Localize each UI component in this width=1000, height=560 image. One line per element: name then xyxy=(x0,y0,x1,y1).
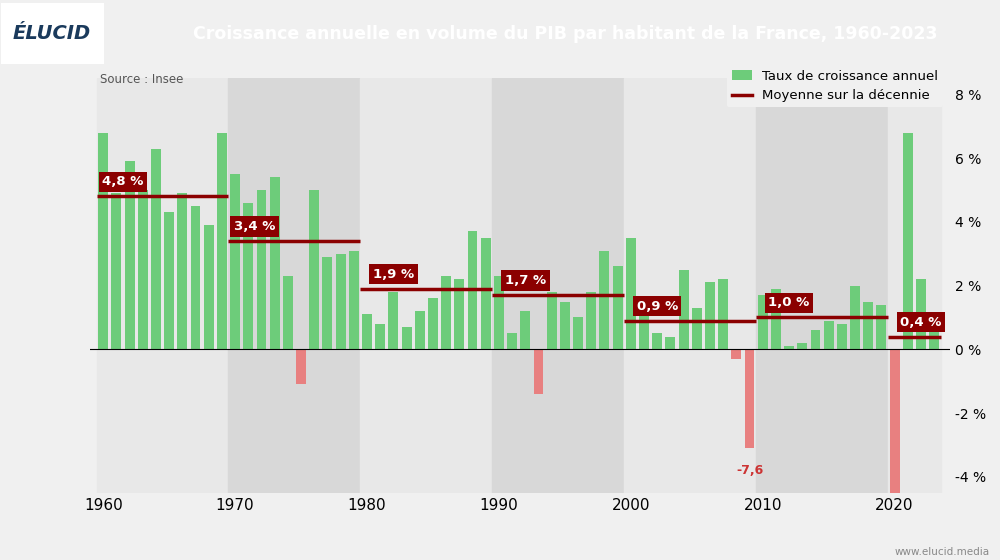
Bar xyxy=(428,298,438,349)
Text: 0,4 %: 0,4 % xyxy=(900,316,942,329)
Bar xyxy=(177,193,187,349)
Bar xyxy=(468,231,477,349)
Bar xyxy=(270,177,280,349)
Bar xyxy=(349,250,359,349)
Text: 1,0 %: 1,0 % xyxy=(768,296,810,310)
Text: 3,4 %: 3,4 % xyxy=(234,220,276,233)
Bar xyxy=(745,349,754,448)
Bar xyxy=(903,133,913,349)
Bar xyxy=(692,308,702,349)
Bar xyxy=(547,292,557,349)
Bar xyxy=(111,193,121,349)
Bar xyxy=(228,78,360,493)
Bar xyxy=(613,267,623,349)
Bar xyxy=(309,190,319,349)
Bar xyxy=(652,333,662,349)
Bar xyxy=(375,324,385,349)
Bar xyxy=(756,78,888,493)
Bar xyxy=(360,78,492,493)
Bar xyxy=(705,282,715,349)
Bar xyxy=(191,206,200,349)
Bar xyxy=(164,212,174,349)
Legend: Taux de croissance annuel, Moyenne sur la décennie: Taux de croissance annuel, Moyenne sur l… xyxy=(726,64,943,108)
Bar xyxy=(97,78,228,493)
Bar xyxy=(679,270,689,349)
Bar xyxy=(626,238,636,349)
Bar xyxy=(758,295,768,349)
Bar xyxy=(520,311,530,349)
Bar xyxy=(797,343,807,349)
Bar xyxy=(402,327,412,349)
Bar xyxy=(492,78,624,493)
Bar xyxy=(824,321,834,349)
Text: -7,6: -7,6 xyxy=(736,464,763,477)
Text: 4,8 %: 4,8 % xyxy=(102,175,144,188)
Bar xyxy=(534,349,543,394)
Bar xyxy=(811,330,820,349)
Bar xyxy=(850,286,860,349)
Bar xyxy=(441,276,451,349)
Bar xyxy=(362,314,372,349)
Bar xyxy=(784,346,794,349)
Bar xyxy=(243,203,253,349)
Bar xyxy=(890,349,900,560)
Bar xyxy=(336,254,346,349)
Bar xyxy=(929,324,939,349)
Bar xyxy=(388,292,398,349)
Bar xyxy=(573,318,583,349)
Bar xyxy=(560,301,570,349)
Bar xyxy=(888,78,941,493)
Bar xyxy=(125,161,135,349)
Bar xyxy=(718,279,728,349)
Bar xyxy=(98,133,108,349)
Bar xyxy=(151,148,161,349)
Bar xyxy=(876,305,886,349)
Bar xyxy=(283,276,293,349)
Text: ÉLUCID: ÉLUCID xyxy=(13,24,91,43)
Bar xyxy=(863,301,873,349)
Bar xyxy=(257,190,266,349)
Bar xyxy=(230,174,240,349)
Bar xyxy=(731,349,741,359)
Bar xyxy=(771,289,781,349)
Text: Croissance annuelle en volume du PIB par habitant de la France, 1960-2023: Croissance annuelle en volume du PIB par… xyxy=(193,25,937,43)
Bar xyxy=(138,190,148,349)
FancyBboxPatch shape xyxy=(1,3,104,64)
Text: 1,7 %: 1,7 % xyxy=(505,274,546,287)
Bar xyxy=(599,250,609,349)
Bar xyxy=(415,311,425,349)
Bar xyxy=(204,225,214,349)
Text: 0,9 %: 0,9 % xyxy=(637,300,678,312)
Text: www.elucid.media: www.elucid.media xyxy=(895,547,990,557)
Bar xyxy=(217,133,227,349)
Bar xyxy=(624,78,756,493)
Bar xyxy=(639,298,649,349)
Bar xyxy=(296,349,306,384)
Bar xyxy=(481,238,491,349)
Text: 1,9 %: 1,9 % xyxy=(373,268,414,281)
Bar xyxy=(454,279,464,349)
Bar xyxy=(322,257,332,349)
Bar xyxy=(507,333,517,349)
Bar xyxy=(494,276,504,349)
Text: Source : Insee: Source : Insee xyxy=(100,73,183,86)
Bar xyxy=(586,292,596,349)
Bar xyxy=(837,324,847,349)
Bar xyxy=(916,279,926,349)
Bar xyxy=(665,337,675,349)
